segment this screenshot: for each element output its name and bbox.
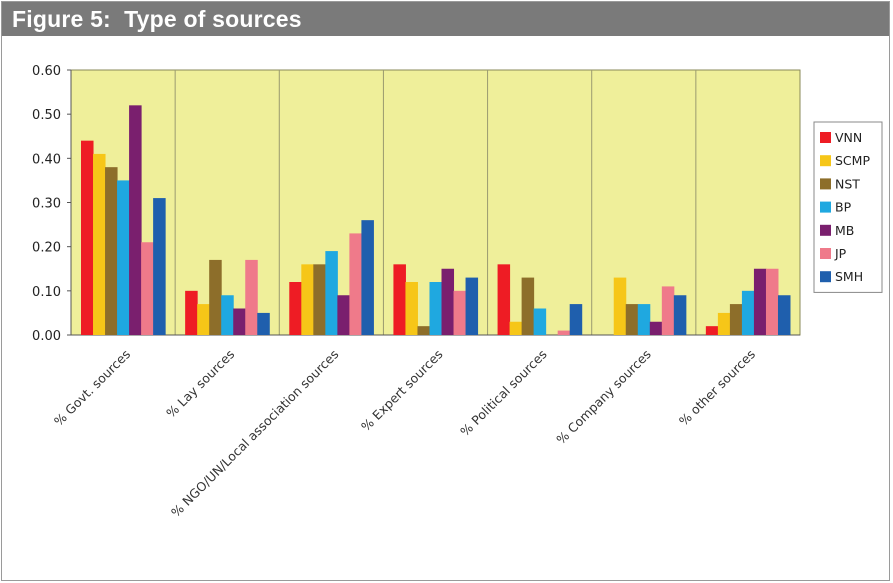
category-label: % NGO/UN/Local association sources [168, 347, 341, 520]
y-tick-label: 0.10 [32, 285, 61, 300]
category-label: % Company sources [553, 347, 654, 448]
bar-vnn-6 [705, 326, 719, 335]
bar-jp-6 [765, 268, 779, 335]
bar-smh-6 [777, 295, 791, 335]
bar-mb-6 [753, 268, 767, 335]
legend-swatch-vnn [820, 132, 831, 143]
category-label: % Govt. sources [51, 347, 133, 429]
bar-jp-1 [245, 259, 258, 335]
bar-bp-4 [533, 308, 547, 335]
y-tick-label: 0.20 [32, 241, 61, 256]
legend-label-bp: BP [835, 200, 852, 215]
bar-jp-4 [557, 330, 571, 335]
bar-vnn-1 [185, 290, 198, 335]
legend-label-jp: JP [834, 246, 847, 261]
legend-label-smh: SMH [835, 269, 863, 284]
bar-jp-0 [141, 242, 154, 335]
bar-mb-5 [649, 321, 663, 335]
bar-nst-4 [521, 277, 535, 335]
category-label: % other sources [676, 347, 758, 429]
legend-swatch-bp [820, 201, 831, 213]
bar-vnn-4 [497, 264, 511, 335]
category-label: % Lay sources [163, 347, 237, 421]
bar-scmp-1 [197, 304, 210, 335]
bar-smh-1 [257, 312, 270, 335]
legend-swatch-jp [820, 248, 831, 259]
bar-vnn-3 [393, 264, 406, 335]
bar-bp-5 [637, 304, 651, 335]
bar-scmp-4 [509, 321, 523, 335]
y-tick-label: 0.00 [32, 329, 61, 344]
legend-swatch-smh [820, 271, 831, 283]
bar-nst-6 [729, 304, 743, 335]
y-tick-label: 0.30 [32, 197, 61, 212]
bar-mb-2 [337, 295, 350, 335]
bar-bp-1 [221, 295, 234, 335]
category-label: % Expert sources [358, 347, 446, 435]
legend-swatch-mb [820, 224, 831, 236]
bar-smh-5 [673, 295, 687, 335]
bar-bp-2 [325, 251, 338, 335]
legend-label-nst: NST [835, 176, 860, 191]
bar-scmp-6 [717, 312, 731, 335]
bar-nst-3 [417, 326, 430, 335]
legend-label-mb: MB [835, 223, 854, 238]
bar-scmp-0 [93, 153, 106, 335]
figure-title: Figure 5: Type of sources [12, 6, 302, 32]
bar-smh-4 [569, 304, 583, 335]
bar-jp-3 [453, 290, 467, 335]
bar-scmp-5 [613, 277, 627, 335]
bar-jp-5 [661, 286, 675, 335]
bar-scmp-3 [405, 282, 418, 335]
bar-jp-2 [349, 233, 362, 335]
y-tick-label: 0.40 [32, 152, 61, 167]
bar-vnn-0 [81, 140, 94, 335]
bar-nst-1 [209, 259, 222, 335]
bar-smh-0 [153, 198, 166, 335]
bar-bp-3 [429, 282, 443, 335]
bar-mb-3 [441, 268, 455, 335]
bar-nst-5 [625, 304, 639, 335]
bar-mb-0 [129, 105, 142, 335]
bar-smh-2 [361, 220, 374, 335]
bar-smh-3 [465, 277, 479, 335]
y-tick-label: 0.50 [32, 108, 61, 123]
bar-nst-0 [105, 167, 118, 335]
bar-bp-0 [117, 180, 130, 335]
bar-scmp-2 [301, 264, 314, 335]
legend-swatch-nst [820, 178, 831, 190]
category-label: % Political sources [457, 347, 550, 440]
y-tick-label: 0.60 [32, 64, 61, 79]
legend-label-vnn: VNN [835, 130, 862, 145]
legend-swatch-scmp [820, 155, 831, 167]
legend-label-scmp: SCMP [835, 153, 870, 168]
bar-bp-6 [741, 290, 755, 335]
bar-mb-1 [233, 308, 246, 335]
bar-nst-2 [313, 264, 326, 335]
figure-title-bar: Figure 5: Type of sources [2, 2, 889, 36]
bar-vnn-2 [289, 282, 302, 335]
